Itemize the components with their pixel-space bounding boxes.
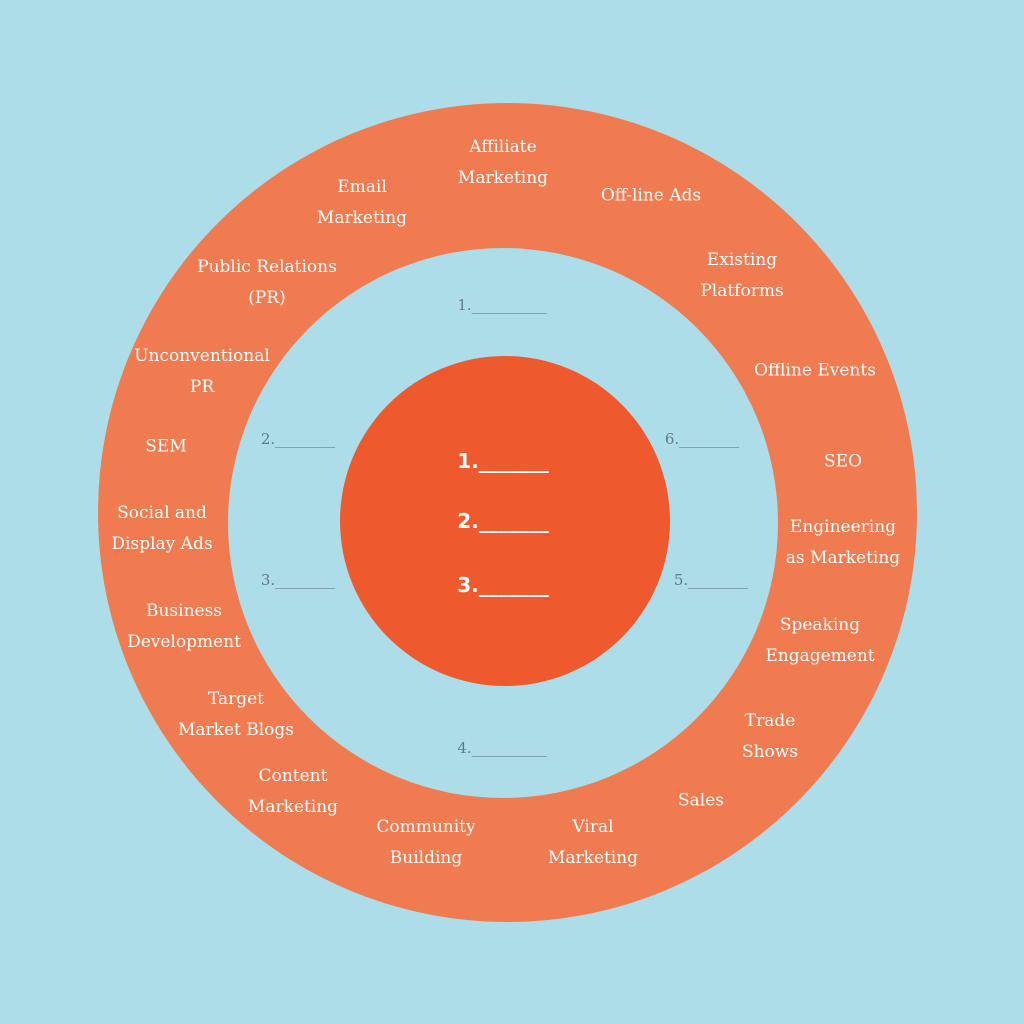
middle-slot-5: 5.________ bbox=[673, 571, 749, 589]
core-slot-3: 3._______ bbox=[457, 573, 549, 597]
middle-slot-2: 2.________ bbox=[260, 430, 336, 448]
channel-label-public-relations: Public Relations (PR) bbox=[197, 257, 337, 308]
channel-label-affiliate-marketing: Affiliate Marketing bbox=[457, 137, 549, 188]
inner-core bbox=[340, 356, 670, 686]
core-slot-2: 2._______ bbox=[457, 509, 549, 533]
channel-label-sales: Sales bbox=[677, 790, 725, 811]
middle-slot-3: 3.________ bbox=[260, 571, 336, 589]
channel-label-target-market-blogs: Target Market Blogs bbox=[177, 689, 295, 740]
middle-slot-6: 6.________ bbox=[664, 430, 740, 448]
channel-label-offline-ads: Off-line Ads bbox=[600, 185, 702, 206]
channel-label-speaking-engagement: Speaking Engagement bbox=[765, 615, 875, 666]
channel-label-seo: SEO bbox=[824, 451, 862, 472]
channel-label-unconventional-pr: Unconventional PR bbox=[134, 346, 270, 397]
channel-label-content-marketing: Content Marketing bbox=[247, 766, 339, 817]
channel-label-business-development: Business Development bbox=[127, 601, 241, 652]
channel-label-engineering-as-marketing: Engineering as Marketing bbox=[785, 517, 901, 568]
channel-label-email-marketing: Email Marketing bbox=[316, 177, 408, 228]
channel-label-viral-marketing: Viral Marketing bbox=[547, 817, 639, 868]
channel-label-offline-events: Offline Events bbox=[754, 360, 876, 381]
middle-slot-4: 4.__________ bbox=[457, 739, 547, 757]
channel-label-existing-platforms: Existing Platforms bbox=[700, 250, 784, 301]
channel-label-trade-shows: Trade Shows bbox=[741, 711, 799, 762]
channel-label-community-building: Community Building bbox=[376, 817, 476, 868]
core-slot-1: 1._______ bbox=[457, 449, 549, 473]
middle-slot-1: 1.__________ bbox=[457, 296, 547, 314]
channel-label-sem: SEM bbox=[145, 436, 187, 457]
channel-label-social-and-display-ads: Social and Display Ads bbox=[111, 503, 213, 554]
